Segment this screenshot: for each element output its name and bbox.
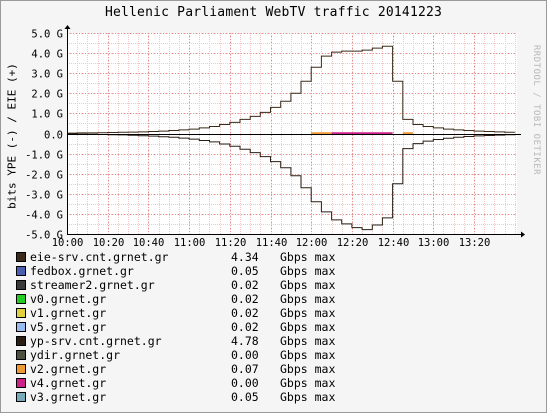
legend-unit: Gbps max <box>280 306 336 320</box>
legend-swatch <box>16 266 26 276</box>
legend-unit: Gbps max <box>280 292 336 306</box>
y-tick-label: 0.0 <box>44 130 63 142</box>
x-tick-label: 10:40 <box>133 237 165 249</box>
legend-swatch <box>16 392 26 402</box>
legend-name: streamer2.grnet.gr <box>30 278 155 292</box>
legend-swatch <box>16 322 26 332</box>
y-tick-label: 4.0 G <box>31 49 63 61</box>
legend-unit: Gbps max <box>280 264 336 278</box>
series-line <box>67 45 516 134</box>
legend-swatch <box>16 378 26 388</box>
legend-value: 0.05 <box>231 390 259 404</box>
legend-name: fedbox.grnet.gr <box>30 264 134 278</box>
legend-value: 4.78 <box>231 334 259 348</box>
x-tick-label: 12:00 <box>296 237 328 249</box>
y-tick-label: 3.0 G <box>31 69 63 81</box>
y-tick-label: 2.0 G <box>31 89 63 101</box>
y-tick-label: -1.0 G <box>25 150 63 162</box>
legend-swatch <box>16 364 26 374</box>
legend-swatch <box>16 280 26 290</box>
legend-value: 4.34 <box>231 250 259 264</box>
legend-value: 0.00 <box>231 348 259 362</box>
y-tick-label: 1.0 G <box>31 109 63 121</box>
legend-name: v3.grnet.gr <box>30 390 107 404</box>
legend-unit: Gbps max <box>280 250 336 264</box>
x-tick-label: 11:20 <box>215 237 247 249</box>
legend-name: v0.grnet.gr <box>30 292 107 306</box>
x-tick-label: 11:00 <box>174 237 206 249</box>
legend-value: 0.05 <box>231 264 259 278</box>
legend-swatch <box>16 252 26 262</box>
y-axis-arrow-icon <box>64 25 71 29</box>
legend-unit: Gbps max <box>280 334 336 348</box>
x-tick-label: 10:20 <box>93 237 125 249</box>
series-line <box>67 133 516 231</box>
legend-name: v4.grnet.gr <box>30 376 107 390</box>
y-tick-label: -5.0 G <box>25 230 63 242</box>
legend-value: 0.02 <box>231 320 259 334</box>
legend-unit: Gbps max <box>280 278 336 292</box>
tick-labels: 5.0 G 4.0 G 3.0 G 2.0 G 1.0 G 0.0 -1.0 G -2.0 G… <box>25 29 490 250</box>
legend-swatch <box>16 350 26 360</box>
chart-title: Hellenic Parliament WebTV traffic 201412… <box>104 5 443 20</box>
legend-unit: Gbps max <box>280 390 336 404</box>
x-tick-label: 12:20 <box>337 237 369 249</box>
legend-name: v2.grnet.gr <box>30 362 107 376</box>
legend-name: v5.grnet.gr <box>30 320 107 334</box>
legend-value: 0.02 <box>231 292 259 306</box>
x-tick-label: 10:00 <box>52 237 84 249</box>
legend-name: yp-srv.cnt.grnet.gr <box>30 334 162 348</box>
y-tick-label: -3.0 G <box>25 190 63 202</box>
legend-value: 0.07 <box>231 362 259 376</box>
legend-swatch <box>16 294 26 304</box>
x-tick-label: 11:40 <box>256 237 288 249</box>
legend-swatch <box>16 308 26 318</box>
series-lines <box>67 45 516 231</box>
axes <box>64 25 525 238</box>
legend-unit: Gbps max <box>280 376 336 390</box>
legend-value: 0.00 <box>231 376 259 390</box>
y-tick-label: 5.0 G <box>31 29 63 41</box>
legend-unit: Gbps max <box>280 320 336 334</box>
legend-value: 0.02 <box>231 278 259 292</box>
legend-unit: Gbps max <box>280 362 336 376</box>
legend-swatch <box>16 336 26 346</box>
legend-value: 0.02 <box>231 306 259 320</box>
x-axis-arrow-icon <box>521 231 525 238</box>
legend-name: v1.grnet.gr <box>30 306 107 320</box>
legend-name: eie-srv.cnt.grnet.gr <box>30 250 169 264</box>
y-tick-label: -2.0 G <box>25 170 63 182</box>
x-tick-label: 13:00 <box>418 237 450 249</box>
x-tick-label: 12:40 <box>378 237 410 249</box>
y-tick-label: -4.0 G <box>25 210 63 222</box>
x-tick-label: 13:20 <box>459 237 491 249</box>
legend-name: ydir.grnet.gr <box>30 348 121 362</box>
legend-unit: Gbps max <box>280 348 336 362</box>
